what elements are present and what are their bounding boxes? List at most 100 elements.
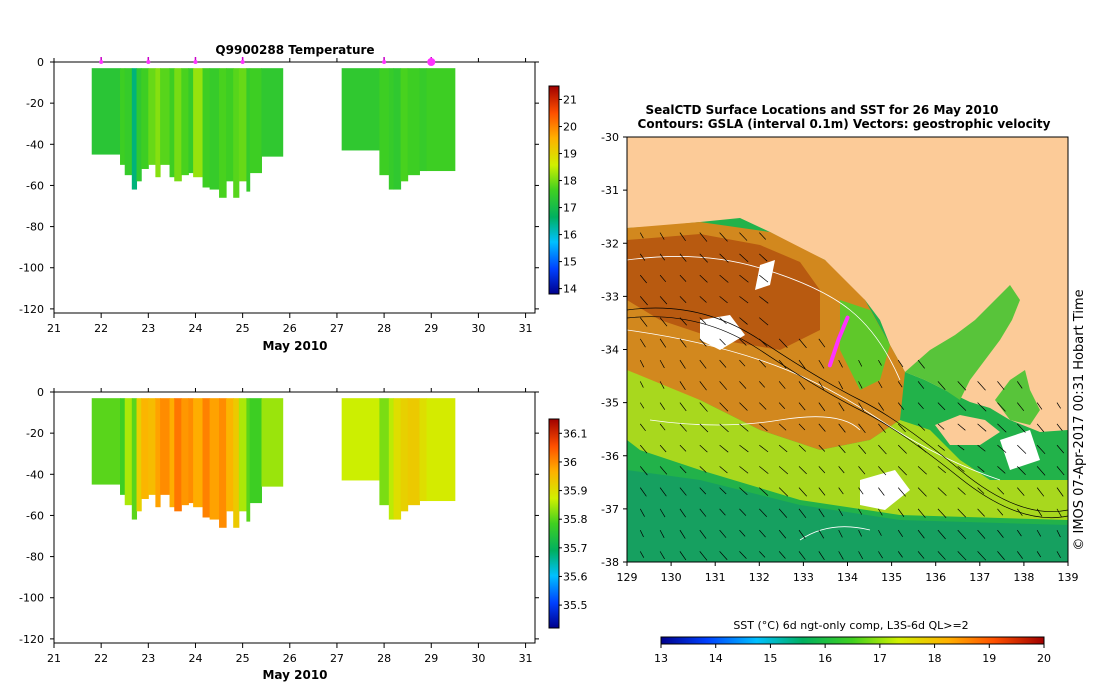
velocity-vector xyxy=(679,359,686,369)
velocity-vector xyxy=(897,402,905,410)
velocity-vector xyxy=(699,381,707,391)
x-tick-label: 28 xyxy=(377,652,391,665)
velocity-vector xyxy=(878,508,883,516)
velocity-vector xyxy=(897,466,907,476)
profile-cell xyxy=(155,68,161,178)
temperature-panel: Q9900288 Temperature 21 22 23 24 25 26 27 28 29 3… xyxy=(19,43,577,353)
salinity-colorbar xyxy=(548,418,560,629)
velocity-vector xyxy=(719,444,729,453)
profile-cell xyxy=(174,68,182,182)
x-tick-label: 31 xyxy=(519,322,533,335)
velocity-vector xyxy=(997,466,1006,474)
velocity-vector xyxy=(639,402,645,409)
velocity-vector xyxy=(719,359,727,368)
velocity-vector xyxy=(917,381,925,389)
seal-track xyxy=(827,315,850,368)
velocity-vector xyxy=(858,551,864,560)
velocity-vector xyxy=(1016,529,1022,537)
velocity-vector xyxy=(659,508,666,518)
velocity-vector xyxy=(937,444,945,451)
map-title: SealCTD Surface Locations and SST for 26… xyxy=(645,103,998,117)
profile-cell xyxy=(219,398,227,528)
profile-cell xyxy=(238,398,247,512)
map-x-tick-label: 131 xyxy=(705,571,726,584)
gsla-contour xyxy=(627,256,901,381)
y-tick-label: -100 xyxy=(19,262,44,275)
colorbar-tick-label: 18 xyxy=(563,175,577,188)
x-tick-label: 23 xyxy=(141,322,155,335)
profile-cell xyxy=(155,398,161,508)
spencer-gulf xyxy=(905,285,1020,400)
velocity-vector xyxy=(997,508,1004,516)
velocity-vector xyxy=(937,551,946,560)
profile-marker-dot xyxy=(99,60,104,64)
velocity-vector xyxy=(699,402,708,412)
colorbar-tick-label: 17 xyxy=(563,202,577,215)
profile-cell xyxy=(141,398,149,499)
velocity-vector xyxy=(639,232,644,239)
velocity-vector xyxy=(1017,466,1026,476)
velocity-vector xyxy=(739,402,748,411)
x-tick-label: 28 xyxy=(377,322,391,335)
y-tick-label: -40 xyxy=(26,468,44,481)
map-x-tick-label: 134 xyxy=(837,571,858,584)
velocity-vector xyxy=(917,402,924,410)
velocity-vector xyxy=(937,508,947,518)
velocity-vector xyxy=(818,423,826,432)
velocity-vector xyxy=(878,529,882,536)
velocity-vector xyxy=(719,402,729,412)
gsla-contour xyxy=(649,416,861,431)
sst-colorbar-tick-label: 20 xyxy=(1037,652,1051,665)
map-y-tick-label: -35 xyxy=(601,397,619,410)
velocity-vector xyxy=(778,551,786,559)
velocity-vector xyxy=(897,359,904,368)
sst-colorbar-tick-label: 14 xyxy=(709,652,723,665)
profile-cell xyxy=(120,68,126,165)
velocity-vector xyxy=(659,444,667,453)
velocity-vector xyxy=(937,423,945,430)
velocity-vector xyxy=(957,402,967,411)
x-tick-label: 23 xyxy=(141,652,155,665)
profile-cell xyxy=(341,68,380,151)
velocity-vector xyxy=(699,338,707,347)
velocity-vector xyxy=(699,508,707,517)
velocity-vector xyxy=(739,487,748,496)
velocity-vector xyxy=(818,338,826,348)
map-credit: © IMOS 07-Apr-2017 00:31 Hobart Time xyxy=(1072,289,1087,550)
velocity-vector xyxy=(798,359,806,370)
profile-cell xyxy=(91,398,121,485)
y-tick-label: -120 xyxy=(19,303,44,316)
velocity-vector xyxy=(739,359,746,367)
velocity-vector xyxy=(977,444,986,452)
velocity-vector xyxy=(818,508,825,518)
velocity-vector xyxy=(759,508,768,518)
velocity-vector xyxy=(1016,381,1023,389)
sst-colorbar-tick-label: 18 xyxy=(928,652,942,665)
velocity-vector xyxy=(878,423,886,433)
velocity-vector xyxy=(739,444,749,453)
velocity-vector xyxy=(639,423,646,432)
velocity-vector xyxy=(719,381,728,390)
velocity-vector xyxy=(798,466,807,475)
velocity-vector xyxy=(759,529,766,538)
velocity-vector xyxy=(838,402,845,412)
velocity-vector xyxy=(679,232,686,242)
velocity-vector xyxy=(1056,423,1063,431)
profile-cell xyxy=(120,398,126,495)
velocity-vector xyxy=(699,466,707,473)
velocity-vector xyxy=(838,487,844,495)
map-y-tick-label: -31 xyxy=(601,184,619,197)
velocity-vector xyxy=(719,296,728,304)
velocity-vector xyxy=(798,381,806,390)
velocity-vector xyxy=(639,444,648,454)
velocity-vector xyxy=(759,487,769,496)
velocity-vector xyxy=(878,359,882,366)
gsla-contour xyxy=(799,526,871,541)
velocity-vector xyxy=(957,508,967,518)
y-tick-label: -100 xyxy=(19,592,44,605)
velocity-vector xyxy=(778,402,786,409)
velocity-vector xyxy=(957,529,967,540)
velocity-vector xyxy=(858,381,863,389)
map-subtitle: Contours: GSLA (interval 0.1m) Vectors: … xyxy=(638,117,1051,131)
velocity-vector xyxy=(917,508,926,518)
